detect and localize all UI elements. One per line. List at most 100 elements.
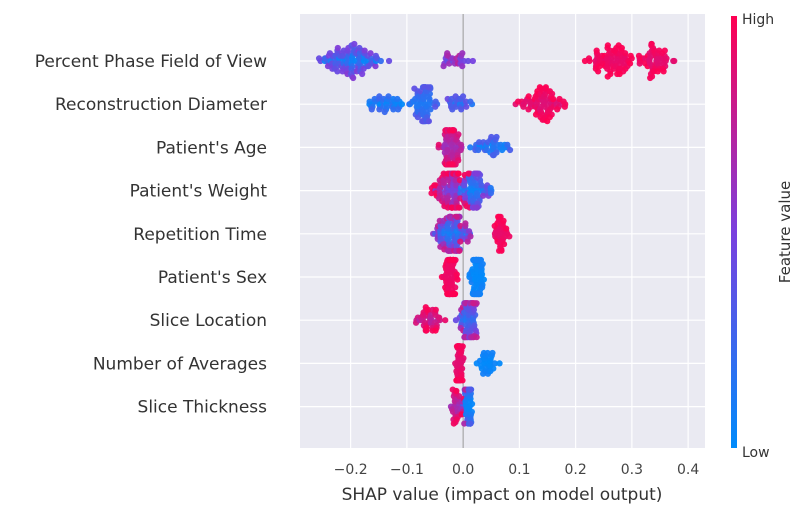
shap-point xyxy=(457,238,464,245)
shap-point xyxy=(425,306,432,313)
shap-point xyxy=(455,204,462,211)
shap-point xyxy=(489,349,496,357)
shap-point xyxy=(359,70,366,78)
shap-point xyxy=(532,111,540,118)
shap-point xyxy=(496,360,503,367)
shap-point xyxy=(459,377,466,384)
x-tick-label: 0.3 xyxy=(621,462,643,478)
colorbar-high-label: High xyxy=(742,12,774,28)
shap-point xyxy=(442,317,449,324)
shap-point xyxy=(440,63,447,70)
shap-point xyxy=(473,170,481,177)
shap-point xyxy=(671,57,678,65)
shap-points xyxy=(315,40,678,427)
shap-point xyxy=(663,55,670,62)
shap-point xyxy=(448,204,456,211)
shap-point xyxy=(495,213,502,220)
shap-point xyxy=(462,98,470,105)
shap-point xyxy=(411,85,418,92)
shap-point xyxy=(487,190,495,197)
shap-point xyxy=(423,327,430,334)
shap-point xyxy=(432,103,439,110)
shap-point xyxy=(368,106,375,113)
shap-point xyxy=(315,55,323,62)
shap-point xyxy=(390,106,397,113)
shap-point xyxy=(432,327,439,334)
shap-point xyxy=(445,247,452,254)
shap-point xyxy=(377,57,384,65)
shap-point xyxy=(498,247,505,254)
feature-label: Slice Location xyxy=(150,311,267,331)
x-tick-labels: −0.2 −0.1 0.0 0.1 0.2 0.3 0.4 xyxy=(334,462,700,478)
x-tick-label: −0.2 xyxy=(334,462,368,478)
shap-point xyxy=(465,228,473,235)
feature-label: Patient's Weight xyxy=(130,182,268,202)
shap-point xyxy=(464,57,472,65)
shap-point xyxy=(350,74,357,82)
feature-label: Repetition Time xyxy=(133,225,267,245)
shap-point xyxy=(626,60,634,67)
shap-point xyxy=(467,233,474,240)
shap-point xyxy=(456,247,463,254)
shap-point xyxy=(360,65,367,72)
shap-point xyxy=(562,101,569,108)
vertical-gridlines xyxy=(350,14,689,448)
shap-point xyxy=(459,50,466,57)
shap-point xyxy=(351,40,358,48)
shap-point xyxy=(546,88,554,95)
shap-point xyxy=(525,93,532,100)
feature-label: Patient's Sex xyxy=(158,268,267,288)
shap-point xyxy=(542,84,549,91)
shap-point xyxy=(455,157,462,164)
shap-point xyxy=(449,127,456,134)
shap-point xyxy=(627,52,634,59)
shap-point xyxy=(604,42,611,49)
shap-point xyxy=(491,360,498,367)
shap-point xyxy=(493,133,500,141)
shap-point xyxy=(467,144,474,151)
shap-point xyxy=(499,146,506,154)
shap-point xyxy=(462,220,469,227)
shap-point xyxy=(525,106,532,113)
shap-point xyxy=(475,256,483,264)
shap-point xyxy=(470,300,477,307)
colorbar-title: Feature value xyxy=(776,181,794,283)
shap-point xyxy=(455,131,462,138)
x-tick-label: 0.0 xyxy=(452,462,474,478)
shap-point xyxy=(654,68,661,75)
shap-point xyxy=(465,170,472,177)
feature-labels: Percent Phase Field of View Reconstructio… xyxy=(35,52,268,418)
shap-point xyxy=(480,192,487,199)
shap-point xyxy=(436,314,443,321)
shap-point xyxy=(395,106,402,113)
shap-point xyxy=(618,44,625,52)
shap-point xyxy=(475,290,482,298)
shap-point xyxy=(457,343,465,350)
shap-point xyxy=(432,306,439,313)
x-tick-label: 0.4 xyxy=(677,462,699,478)
shap-point xyxy=(479,284,486,291)
shap-point xyxy=(585,55,593,62)
colorbar xyxy=(731,16,737,448)
shap-point xyxy=(334,68,341,75)
shap-point xyxy=(546,114,553,121)
shap-point xyxy=(432,98,439,105)
shap-point xyxy=(622,50,629,57)
shap-point xyxy=(487,184,494,192)
shap-point xyxy=(444,290,451,298)
shap-point xyxy=(467,386,474,393)
shap-point xyxy=(372,63,379,70)
shap-point xyxy=(506,146,514,154)
shap-point xyxy=(661,47,668,54)
shap-point xyxy=(648,40,655,48)
x-tick-label: 0.1 xyxy=(508,462,530,478)
shap-point xyxy=(356,44,363,52)
shap-point xyxy=(469,57,476,65)
shap-point xyxy=(647,74,654,82)
shap-point xyxy=(503,225,510,232)
colorbar-low-label: Low xyxy=(742,445,770,461)
shap-point xyxy=(520,103,527,110)
shap-point xyxy=(459,63,466,70)
shap-point xyxy=(476,139,483,146)
shap-point xyxy=(453,387,460,395)
